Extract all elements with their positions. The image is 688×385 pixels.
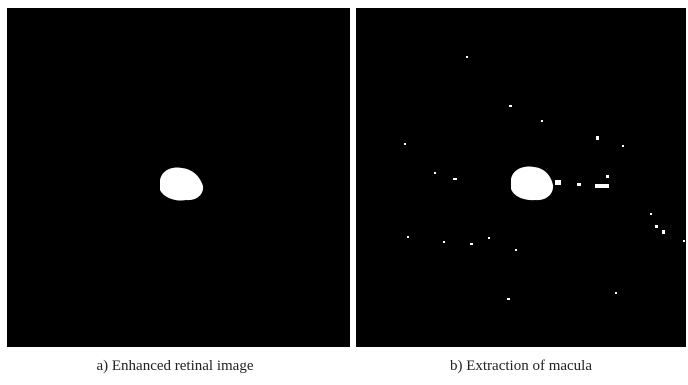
panel-b-image <box>356 8 686 347</box>
panel-a-image <box>7 8 350 347</box>
figure <box>0 0 688 350</box>
page: a) Enhanced retinal image b) Extraction … <box>0 0 688 385</box>
caption: a) Enhanced retinal image <box>5 358 345 375</box>
caption: b) Extraction of macula <box>351 358 688 375</box>
